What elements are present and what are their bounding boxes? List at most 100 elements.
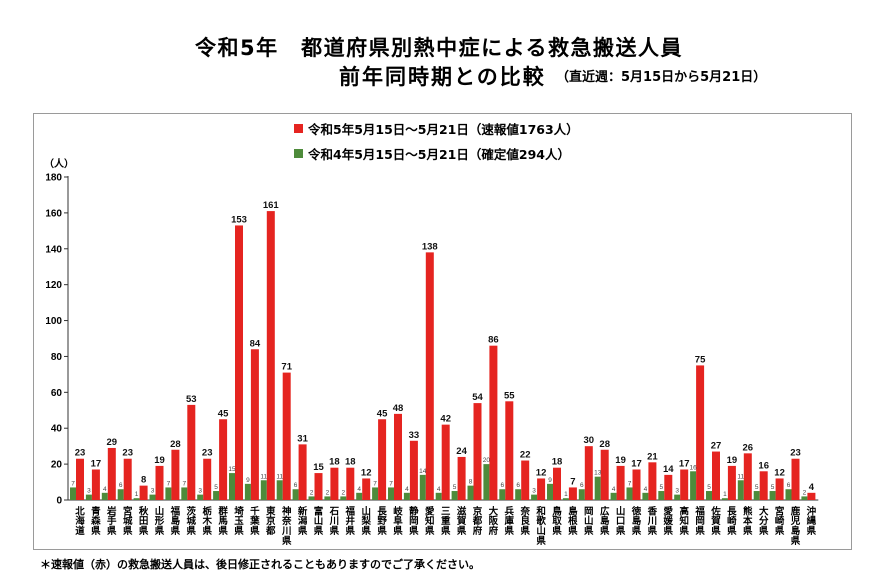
bar-chart: 令和5年5月15日～5月21日（速報値1763人） 令和4年5月15日～5月21…: [44, 122, 819, 507]
bar-previous-22: [419, 474, 426, 500]
value-label-previous-25: 8: [469, 479, 473, 486]
y-tick-label: 80: [51, 352, 63, 363]
bar-current-34: [616, 465, 625, 500]
bar-previous-6: [165, 487, 172, 500]
value-label-current-10: 153: [231, 214, 247, 225]
bar-previous-41: [721, 498, 728, 500]
value-label-previous-40: 5: [707, 484, 711, 491]
bar-previous-44: [769, 491, 776, 500]
x-tick-label-15: 富山県: [311, 506, 323, 536]
value-label-current-43: 16: [758, 460, 769, 471]
bar-current-0: [76, 458, 84, 500]
bar-previous-26: [483, 464, 490, 500]
bar-current-44: [775, 478, 784, 500]
bar-current-25: [473, 403, 482, 500]
bar-previous-39: [690, 471, 697, 500]
bar-previous-10: [229, 473, 235, 500]
x-tick-label-43: 大分県: [756, 506, 768, 536]
bar-current-8: [203, 458, 212, 500]
x-tick-label-39: 福岡県: [693, 506, 705, 536]
x-tick-label-44: 宮崎県: [772, 506, 784, 536]
bar-previous-25: [467, 485, 474, 500]
x-tick-label-29: 和歌山県: [534, 506, 546, 546]
value-label-previous-28: 6: [516, 482, 520, 489]
bar-current-45: [791, 458, 800, 500]
x-tick-label-11: 千葉県: [247, 506, 259, 536]
bar-previous-37: [658, 491, 665, 500]
x-tick-label-34: 山口県: [613, 506, 625, 536]
y-tick-label: 120: [45, 280, 62, 291]
bar-previous-46: [801, 496, 808, 500]
bar-previous-14: [292, 489, 299, 500]
value-label-current-7: 53: [186, 394, 197, 405]
value-label-previous-23: 4: [437, 486, 441, 493]
bar-previous-2: [101, 492, 108, 500]
x-tick-label-23: 三重県: [438, 506, 450, 536]
bar-current-21: [409, 440, 418, 500]
bars: 7233174296231831972875332354515153984111…: [70, 200, 816, 500]
bar-previous-27: [499, 489, 506, 500]
value-label-current-30: 18: [552, 457, 563, 468]
value-label-current-17: 18: [345, 457, 356, 468]
bar-previous-45: [785, 489, 792, 500]
value-label-current-45: 23: [790, 448, 801, 459]
value-label-current-21: 33: [409, 430, 420, 441]
bar-current-33: [600, 449, 609, 500]
footnote: ＊速報値（赤）の救急搬送人員は、後日修正されることもありますのでご了承ください。: [40, 558, 480, 571]
value-label-current-15: 15: [313, 462, 324, 473]
bar-current-16: [330, 467, 339, 500]
value-label-current-28: 22: [520, 450, 531, 461]
value-label-current-3: 23: [122, 448, 133, 459]
x-tick-label-19: 長野県: [375, 506, 387, 536]
value-label-previous-1: 3: [87, 488, 91, 495]
value-label-previous-22: 14: [419, 468, 427, 475]
value-label-current-24: 24: [456, 446, 467, 457]
bar-current-10: [235, 225, 243, 500]
bar-current-43: [759, 471, 768, 500]
bar-previous-23: [435, 492, 442, 500]
x-tick-label-27: 兵庫県: [502, 506, 514, 536]
bar-current-14: [298, 444, 307, 500]
bar-previous-4: [133, 498, 140, 500]
bar-previous-34: [610, 492, 617, 500]
value-label-current-36: 21: [647, 451, 658, 462]
value-label-previous-19: 7: [373, 480, 377, 487]
chart-subtitle: 前年同時期との比較: [339, 65, 546, 89]
value-label-previous-17: 2: [341, 489, 345, 496]
bar-previous-19: [372, 487, 379, 500]
value-label-current-4: 8: [141, 475, 146, 486]
bar-previous-28: [515, 489, 522, 500]
x-tick-label-16: 石川県: [327, 506, 339, 536]
value-label-previous-33: 13: [594, 470, 602, 477]
chart-title: 令和5年 都道府県別熱中症による救急搬送人員: [195, 36, 683, 60]
x-tick-label-1: 青森県: [88, 506, 100, 536]
bar-previous-12: [260, 480, 267, 500]
value-label-previous-0: 7: [71, 480, 75, 487]
y-tick-label: 0: [56, 496, 62, 507]
bar-current-20: [394, 413, 402, 500]
value-label-previous-26: 20: [483, 457, 491, 464]
value-label-current-20: 48: [393, 403, 404, 414]
bar-previous-40: [706, 491, 712, 500]
bar-current-6: [171, 449, 180, 500]
bar-current-46: [807, 492, 816, 500]
value-label-current-18: 12: [361, 467, 372, 478]
bar-previous-20: [388, 487, 394, 500]
value-label-current-39: 75: [695, 354, 706, 365]
x-tick-label-46: 沖縄県: [804, 506, 816, 536]
x-tick-label-2: 岩手県: [104, 506, 116, 536]
value-label-previous-13: 11: [276, 473, 283, 480]
bar-current-40: [712, 451, 720, 500]
x-tick-label-41: 長崎県: [724, 506, 736, 536]
x-tick-label-18: 山梨県: [359, 506, 371, 536]
bar-previous-30: [547, 483, 553, 500]
x-tick-label-35: 徳島県: [629, 506, 641, 536]
value-label-previous-12: 11: [260, 473, 267, 480]
bar-current-32: [584, 446, 593, 500]
value-label-current-1: 17: [91, 458, 102, 469]
value-label-previous-6: 7: [167, 480, 171, 487]
bar-current-5: [155, 465, 164, 500]
value-label-current-29: 12: [536, 467, 547, 478]
bar-current-27: [505, 401, 514, 500]
